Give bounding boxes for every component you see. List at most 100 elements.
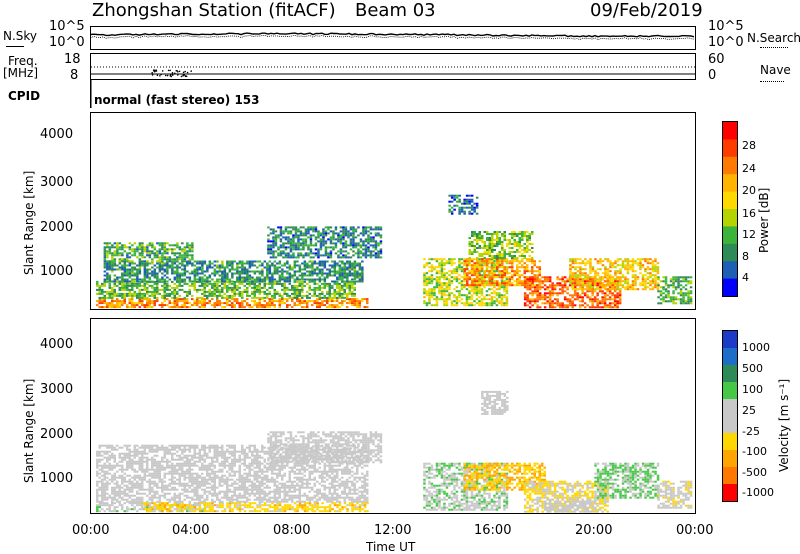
power-cell — [563, 298, 567, 301]
power-cell — [471, 270, 474, 273]
power-cell — [183, 258, 187, 261]
power-cell — [146, 270, 149, 273]
power-cell — [191, 250, 194, 253]
power-cell — [626, 268, 630, 271]
power-cell — [356, 304, 359, 307]
power-cell — [293, 292, 296, 295]
noise-sky-label: N.Sky — [3, 29, 38, 43]
power-cell — [126, 292, 129, 295]
power-cell — [508, 262, 511, 265]
velocity-cell — [161, 508, 164, 511]
power-cell — [443, 264, 446, 267]
velocity-cell — [263, 504, 267, 507]
power-cell — [571, 302, 574, 305]
velocity-cell — [236, 506, 239, 509]
power-cell — [334, 242, 338, 245]
power-cell — [279, 244, 283, 247]
power-cell — [123, 284, 126, 287]
power-cell — [312, 234, 315, 237]
power-cell — [298, 304, 301, 307]
velocity-cell — [298, 506, 302, 509]
power-cell — [624, 268, 627, 271]
power-cell — [503, 233, 506, 235]
vel-cbar-tick-m25: -25 — [742, 425, 760, 438]
power-cell — [503, 286, 506, 289]
power-cell — [581, 296, 584, 299]
power-cell — [667, 286, 670, 289]
power-cell — [377, 234, 380, 237]
power-cell — [455, 272, 459, 275]
power-cell — [298, 290, 301, 293]
power-cell — [191, 280, 194, 283]
power-cell — [589, 284, 592, 287]
power-cell — [609, 276, 612, 279]
power-cell — [471, 231, 474, 233]
power-cell — [657, 276, 660, 279]
power-cell — [332, 242, 335, 245]
power-cell — [103, 258, 107, 261]
velocity-cell — [101, 494, 104, 497]
power-cell — [448, 288, 451, 291]
power-cell — [266, 272, 269, 275]
power-cell — [465, 288, 469, 291]
power-cell — [440, 262, 444, 265]
power-cell — [298, 302, 301, 305]
velocity-cell — [166, 510, 169, 513]
power-cell — [526, 278, 529, 281]
power-cell — [158, 280, 162, 283]
power-cell — [574, 272, 577, 275]
power-cell — [684, 278, 688, 281]
power-cell — [236, 286, 239, 289]
power-cell — [211, 304, 214, 307]
velocity-cell — [221, 506, 224, 509]
velocity-cell — [228, 504, 232, 507]
power-cell — [453, 300, 456, 303]
power-cell — [616, 294, 619, 297]
velocity-cell — [331, 502, 334, 505]
power-cell — [599, 258, 602, 261]
power-cell — [141, 288, 144, 291]
power-cell — [684, 276, 688, 279]
power-cell — [206, 276, 209, 279]
power-cell — [243, 268, 247, 271]
power-cell — [584, 268, 587, 271]
power-cell — [318, 306, 321, 309]
power-cell — [541, 282, 544, 285]
power-cell — [281, 302, 284, 305]
power-cell — [352, 230, 355, 233]
velocity-cell — [311, 510, 314, 513]
power-cell — [470, 298, 474, 301]
power-cell — [511, 243, 514, 245]
power-cell — [161, 306, 164, 309]
velocity-cell — [318, 506, 322, 509]
power-cell — [133, 284, 136, 287]
velocity-cell — [103, 462, 106, 465]
velocity-cell — [131, 502, 134, 505]
power-cell — [118, 280, 122, 283]
power-cell — [473, 266, 476, 269]
power-cell — [271, 284, 274, 287]
power-ytick-1000: 1000 — [40, 264, 74, 279]
power-cell — [367, 240, 370, 243]
power-cell — [196, 272, 199, 275]
power-cell — [304, 234, 308, 237]
power-cell — [609, 280, 612, 283]
power-cell — [356, 272, 359, 275]
power-cell — [551, 304, 554, 307]
velocity-panel — [90, 318, 696, 514]
power-cell — [569, 268, 572, 271]
power-cell — [269, 250, 273, 253]
power-cell — [243, 266, 247, 269]
velocity-cell — [261, 508, 264, 511]
power-cell — [308, 296, 311, 299]
power-cell — [312, 228, 315, 231]
power-cell — [322, 238, 325, 241]
power-cell — [116, 302, 119, 305]
power-cell — [584, 272, 587, 275]
power-cell — [233, 306, 236, 309]
power-cell — [236, 264, 239, 267]
power-cell — [425, 292, 429, 295]
power-cell — [258, 272, 262, 275]
power-cell — [443, 276, 446, 279]
power-cell — [178, 252, 182, 255]
